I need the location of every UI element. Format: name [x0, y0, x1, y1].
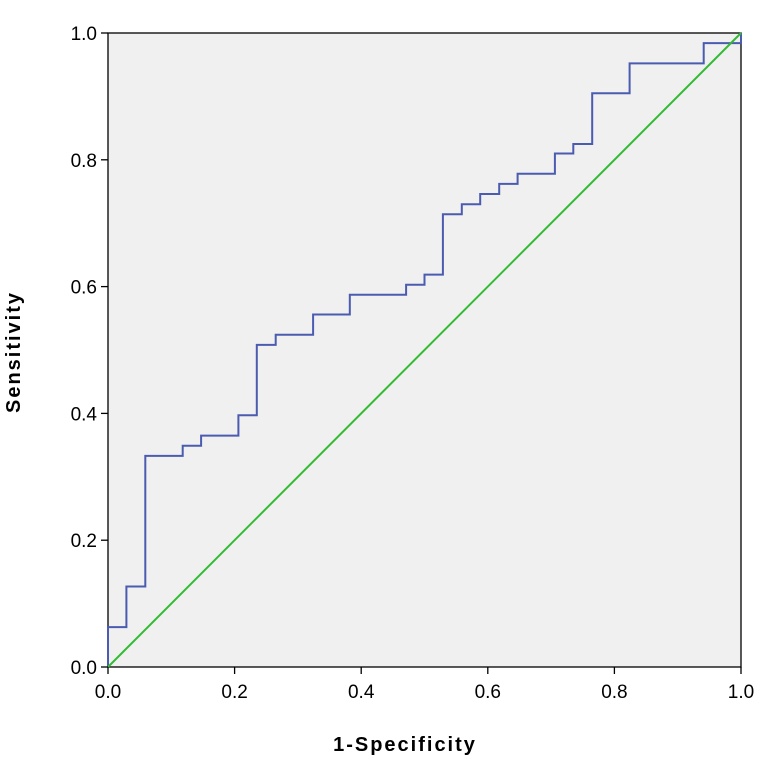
series-layer: [107, 32, 742, 668]
y-axis: 0.0 0.2 0.4 0.6 0.8 1.0: [71, 24, 108, 679]
x-axis-title: 1-Specificity: [333, 734, 477, 756]
y-tick-label: 0.6: [71, 278, 97, 299]
y-tick-label: 1.0: [71, 24, 97, 45]
x-tick-label: 0.2: [221, 682, 247, 703]
y-tick-label: 0.0: [71, 658, 97, 679]
roc-curve: [107, 33, 742, 667]
reference-line: [107, 32, 742, 668]
x-tick-label: 0.8: [601, 682, 627, 703]
x-tick-label: 0.4: [348, 682, 375, 703]
x-tick-label: 1.0: [728, 682, 754, 703]
x-tick-label: 0.6: [475, 682, 501, 703]
x-tick-label: 0.0: [95, 682, 121, 703]
y-tick-label: 0.2: [71, 531, 97, 552]
x-axis: 0.0 0.2 0.4 0.6 0.8 1.0: [95, 667, 754, 703]
y-tick-label: 0.4: [71, 404, 98, 425]
y-tick-label: 0.8: [71, 151, 97, 172]
y-axis-title: Sensitivity: [3, 291, 25, 413]
